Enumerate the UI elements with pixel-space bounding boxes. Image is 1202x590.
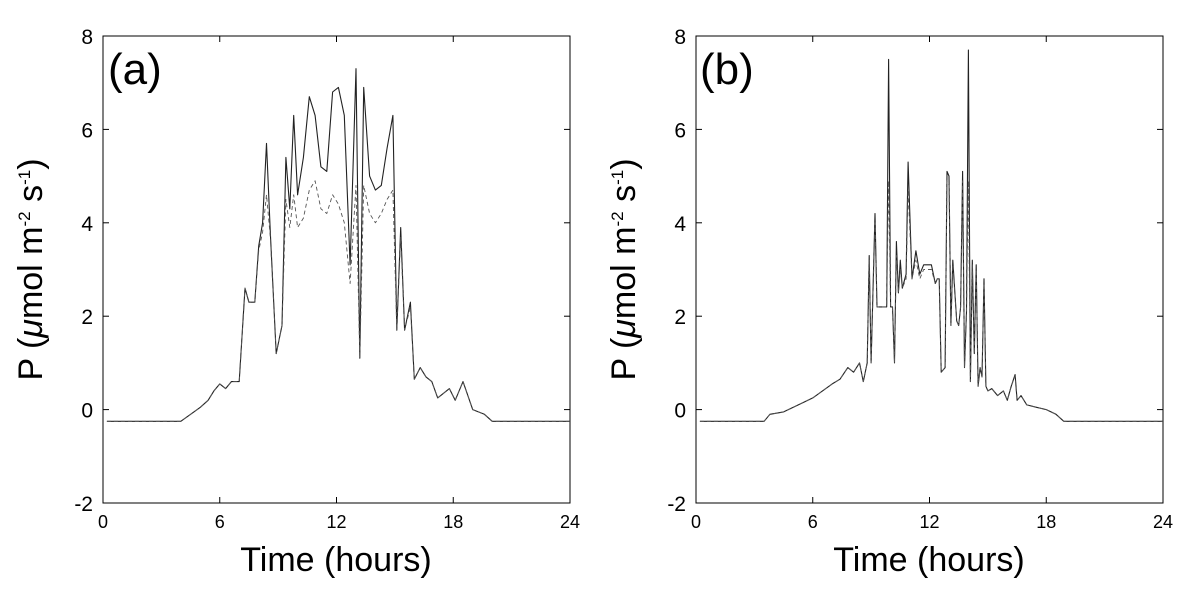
panel-a-y-axis-title-mid1: mol m bbox=[12, 226, 50, 319]
panel-a-series-dashed-line bbox=[106, 180, 570, 422]
panel-b-y-axis-title-prefix: P ( bbox=[605, 337, 643, 381]
panel-a-ytick-label: 6 bbox=[81, 119, 93, 142]
panel-a-xtick-label: 0 bbox=[98, 512, 108, 532]
panel-a-y-axis-title-mu: μ bbox=[12, 319, 50, 339]
panel-a-ytick-label: 0 bbox=[81, 400, 93, 423]
panel-a-xtick-label: 12 bbox=[326, 512, 346, 532]
panel-b-y-axis-title-mu: μ bbox=[605, 319, 643, 339]
panel-a-xtick-label: 18 bbox=[443, 512, 463, 532]
panel-a-y-axis-title-suffix: ) bbox=[12, 158, 50, 169]
panel-a-plot-frame bbox=[102, 35, 571, 504]
panel-a-ytick-label: 2 bbox=[81, 306, 93, 329]
panel-b-xtick-label: 6 bbox=[808, 512, 818, 532]
panel-a-xtick-label: 24 bbox=[560, 512, 580, 532]
panel-a-y-axis-title-sup2: -1 bbox=[15, 170, 34, 185]
panel-b-ytick-label: 0 bbox=[674, 400, 686, 423]
panel-b-ytick-label: 6 bbox=[674, 119, 686, 142]
panel-b-y-axis-title-suffix: ) bbox=[605, 158, 643, 169]
panel-a-y-axis-title-prefix: P ( bbox=[12, 337, 50, 381]
panel-a-y-axis-title-mid2: s bbox=[12, 185, 50, 211]
panel-a-x-axis-title: Time (hours) bbox=[240, 541, 431, 579]
panel-b-y-axis-title-sup2: -1 bbox=[608, 170, 627, 185]
panel-b-series-dashed-line bbox=[699, 180, 1163, 422]
panel-a-ytick-label: -2 bbox=[74, 493, 93, 516]
panel-b-xtick-label: 24 bbox=[1153, 512, 1173, 532]
panel-b-series-solid-line bbox=[699, 49, 1163, 422]
panel-b-ytick-label: 2 bbox=[674, 306, 686, 329]
panel-a-xtick-label: 6 bbox=[215, 512, 225, 532]
panel-a-ytick-label: 8 bbox=[81, 26, 93, 49]
panel-b-x-axis-title: Time (hours) bbox=[833, 541, 1024, 579]
panel-b-ytick-label: -2 bbox=[667, 493, 686, 516]
panel-b-y-axis-title-mid1: mol m bbox=[605, 226, 643, 319]
panel-b-y-axis-title-mid2: s bbox=[605, 185, 643, 211]
panel-a-y-axis-title-sup1: -2 bbox=[15, 211, 34, 226]
panel-b-panel-label: (b) bbox=[700, 45, 754, 94]
panel-b-ytick-label: 8 bbox=[674, 26, 686, 49]
panel-b-ytick-label: 4 bbox=[674, 213, 686, 236]
panel-b-y-axis-title-sup1: -2 bbox=[608, 211, 627, 226]
panel-b-xtick-label: 0 bbox=[691, 512, 701, 532]
panel-b-y-axis-title: P (μmol m-2 s-1) bbox=[605, 158, 643, 380]
panel-a-panel-label: (a) bbox=[108, 45, 162, 94]
panel-a-ytick-label: 4 bbox=[81, 213, 93, 236]
panel-b-xtick-label: 12 bbox=[919, 512, 939, 532]
panel-b-xtick-label: 18 bbox=[1036, 512, 1056, 532]
panel-a-series-solid-line bbox=[106, 68, 570, 422]
panel-a-y-axis-title: P (μmol m-2 s-1) bbox=[12, 158, 50, 380]
